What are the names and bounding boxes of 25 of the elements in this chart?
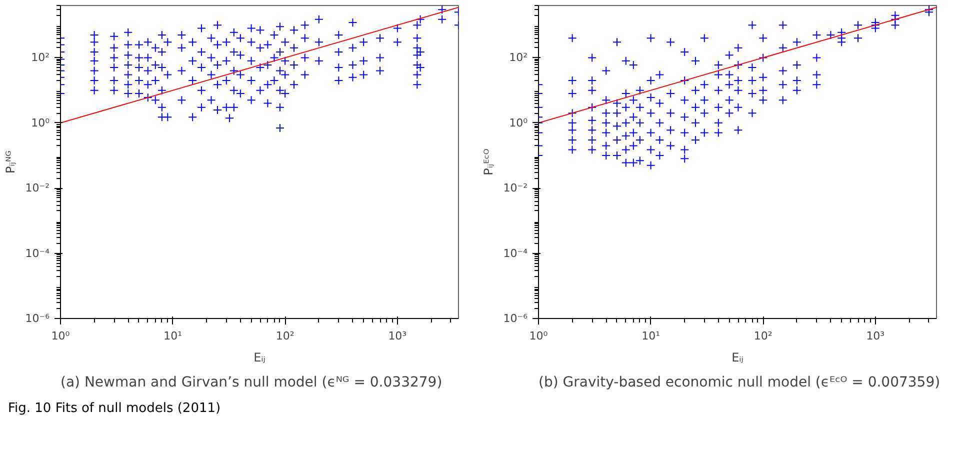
y-tick-label: 10⁻⁶ bbox=[25, 312, 50, 325]
x-tick-label: 10⁰ bbox=[529, 330, 548, 342]
y-tick-label: 10² bbox=[31, 51, 50, 64]
y-tick-label: 10⁻⁶ bbox=[503, 312, 528, 325]
y-tick-label: 10⁻⁴ bbox=[503, 246, 528, 260]
x-tick-label: 10⁰ bbox=[51, 330, 70, 342]
y-tick-label: 10⁻² bbox=[503, 182, 528, 195]
text: (b) Gravity-based economic null model (ϵᴱᶜᴼ = 0.007359) bbox=[538, 374, 940, 390]
x-tick-label: 10³ bbox=[388, 330, 407, 342]
y-tick-label: 10² bbox=[509, 51, 528, 64]
x-axis-title: Eᵢⱼ bbox=[732, 350, 744, 364]
text: (a) Newman and Girvan’s null model (ϵᴺᴳ = 0.033279) bbox=[60, 374, 442, 390]
x-tick-label: 10² bbox=[754, 330, 772, 342]
y-tick-label: 10⁻⁴ bbox=[25, 246, 50, 260]
x-tick-label: 10² bbox=[276, 330, 294, 342]
y-axis-title: Pᵢⱼᴺᴳ bbox=[3, 150, 18, 174]
x-tick-label: 10³ bbox=[866, 330, 885, 342]
y-tick-label: 10⁻² bbox=[25, 182, 50, 195]
caption: Fig. 10 Fits of null models (2011) bbox=[8, 400, 221, 418]
x-axis-title: Eᵢⱼ bbox=[254, 350, 266, 364]
y-axis-title: Pᵢⱼᴱᶜᴼ bbox=[481, 148, 496, 176]
x-tick-label: 10¹ bbox=[164, 330, 182, 342]
x-tick-label: 10¹ bbox=[642, 330, 660, 342]
y-tick-label: 10⁰ bbox=[31, 116, 50, 130]
y-tick-label: 10⁰ bbox=[509, 116, 528, 130]
